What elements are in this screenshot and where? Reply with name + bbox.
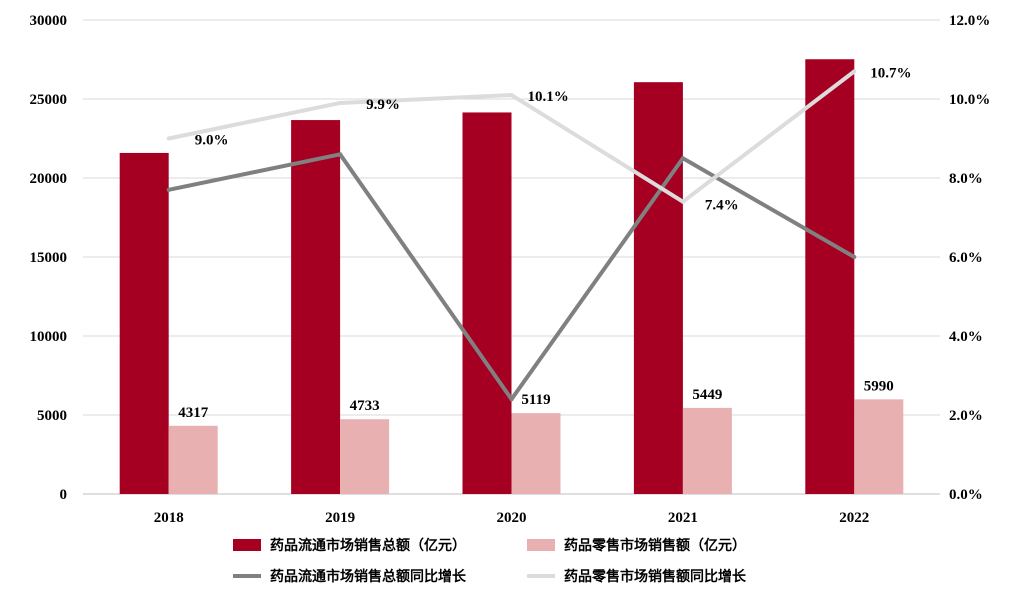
x-tick-label: 2022 bbox=[839, 510, 869, 526]
bar-retail-label: 4317 bbox=[178, 405, 209, 421]
left-axis-ticks: 0 5000 10000 15000 20000 25000 30000 bbox=[30, 13, 68, 503]
legend: 药品流通市场销售总额（亿元） 药品零售市场销售额（亿元） 药品流通市场销售总额同比增… bbox=[233, 537, 747, 585]
line-point bbox=[166, 187, 171, 192]
bar-total-2022 bbox=[805, 59, 855, 495]
left-tick-label: 0 bbox=[60, 487, 68, 503]
left-tick-label: 25000 bbox=[30, 92, 68, 108]
right-axis-ticks: 0.0% 2.0% 4.0% 6.0% 8.0% 10.0% 12.0% bbox=[949, 13, 990, 503]
bar-retail-label: 4733 bbox=[350, 398, 380, 414]
line-point bbox=[852, 69, 857, 74]
bar-total-2019 bbox=[291, 120, 341, 494]
line-point bbox=[338, 100, 343, 105]
line-point bbox=[509, 397, 514, 402]
lines bbox=[166, 69, 857, 402]
right-tick-label: 2.0% bbox=[949, 408, 983, 424]
x-tick-label: 2019 bbox=[325, 510, 355, 526]
left-tick-label: 20000 bbox=[30, 171, 68, 187]
line-retail-growth-label: 10.1% bbox=[528, 89, 569, 105]
bar-retail-2022 bbox=[854, 399, 904, 494]
bar-total-2020 bbox=[462, 112, 512, 494]
line-point bbox=[338, 152, 343, 157]
legend-swatch bbox=[527, 539, 555, 551]
line-point bbox=[680, 199, 685, 204]
line-retail-growth-label: 9.9% bbox=[366, 97, 400, 113]
bar-retail-2021 bbox=[682, 407, 732, 494]
right-tick-label: 8.0% bbox=[949, 171, 983, 187]
legend-label: 药品零售市场销售额（亿元） bbox=[564, 537, 746, 554]
bar-retail-label: 5990 bbox=[864, 378, 894, 394]
line-point bbox=[509, 93, 514, 98]
left-tick-label: 10000 bbox=[30, 329, 68, 345]
x-axis-ticks: 2018 2019 2020 2021 2022 bbox=[154, 510, 870, 526]
bar-retail-2019 bbox=[340, 419, 390, 494]
bar-retail-2018 bbox=[168, 425, 218, 494]
line-point bbox=[680, 156, 685, 161]
line-retail-growth-label: 10.7% bbox=[870, 65, 911, 81]
line-retail-growth-label: 7.4% bbox=[705, 198, 739, 214]
right-tick-label: 10.0% bbox=[949, 92, 990, 108]
legend-swatch bbox=[233, 539, 261, 551]
bar-total-2021 bbox=[633, 82, 683, 495]
x-tick-label: 2018 bbox=[154, 510, 184, 526]
right-tick-label: 4.0% bbox=[949, 329, 983, 345]
data-labels: 4317 4733 5119 5449 5990 9.0% 9.9% 10.1% 7.4% 10.… bbox=[178, 65, 911, 420]
bar-retail-2020 bbox=[511, 413, 561, 494]
right-tick-label: 0.0% bbox=[949, 487, 983, 503]
x-tick-label: 2020 bbox=[497, 510, 527, 526]
legend-label: 药品流通市场销售总额（亿元） bbox=[270, 537, 466, 554]
bar-retail-label: 5449 bbox=[692, 387, 722, 403]
x-tick-label: 2021 bbox=[668, 510, 698, 526]
bar-total-2018 bbox=[119, 152, 169, 494]
left-tick-label: 30000 bbox=[30, 13, 68, 29]
left-tick-label: 15000 bbox=[30, 250, 68, 266]
bar-retail-label: 5119 bbox=[521, 392, 550, 408]
right-tick-label: 6.0% bbox=[949, 250, 983, 266]
line-retail-growth-label: 9.0% bbox=[195, 133, 229, 149]
line-point bbox=[166, 136, 171, 141]
left-tick-label: 5000 bbox=[37, 408, 67, 424]
right-tick-label: 12.0% bbox=[949, 13, 990, 29]
bars bbox=[119, 59, 904, 495]
legend-label: 药品流通市场销售总额同比增长 bbox=[270, 568, 467, 585]
line-point bbox=[852, 255, 857, 259]
legend-label: 药品零售市场销售额同比增长 bbox=[564, 568, 747, 585]
